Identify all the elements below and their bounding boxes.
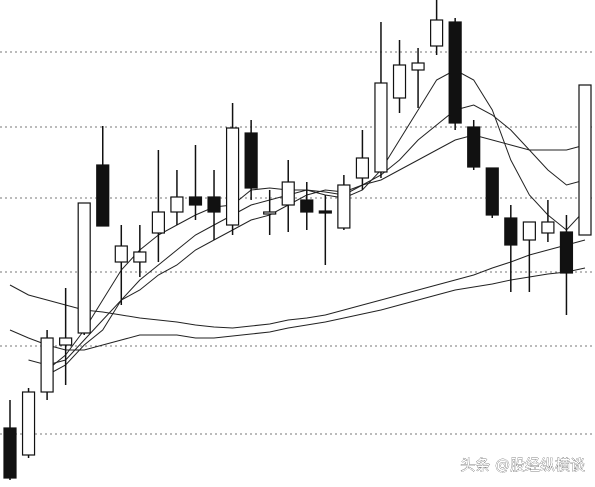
candle-body-up: [355, 157, 370, 179]
watermark: 头条 @股经纵横谈: [460, 456, 585, 474]
candle-body-up: [541, 221, 555, 234]
candle-body-down: [300, 199, 314, 213]
candle-body-down: [467, 126, 481, 168]
candle-body-up: [411, 62, 425, 71]
candle-body-up: [59, 337, 73, 346]
candle-body-up: [40, 337, 54, 393]
candle-body-down: [96, 164, 110, 227]
candle-body-up: [263, 211, 277, 215]
candle-body-down: [188, 196, 203, 206]
candle-body-down: [504, 217, 518, 246]
candle-body-up: [337, 184, 351, 229]
candle-body-up: [114, 245, 128, 263]
candle-body-down: [207, 196, 221, 213]
candle-body-up: [578, 84, 592, 236]
candle-body-down: [3, 427, 17, 479]
candle-body-down: [485, 167, 499, 216]
candle-body-up: [77, 202, 91, 334]
candle-body-up: [374, 82, 388, 173]
candle-body-up: [430, 19, 444, 47]
candle-body-up: [151, 211, 165, 234]
candle-body-down: [559, 231, 574, 274]
candle-body-up: [225, 127, 240, 226]
candle-body-down: [244, 132, 258, 189]
candle-body-up: [281, 181, 295, 206]
candle-body-up: [392, 64, 407, 99]
candle-body-down: [448, 21, 462, 124]
candle-body-up: [21, 391, 36, 456]
candle-body-up: [170, 196, 184, 213]
candle-body-up: [133, 251, 147, 263]
moving-average-line: [9, 239, 586, 329]
candle-body-up: [522, 221, 536, 241]
moving-average-line: [9, 267, 586, 351]
moving-average-line: [46, 104, 586, 376]
candle-body-down: [318, 210, 332, 214]
